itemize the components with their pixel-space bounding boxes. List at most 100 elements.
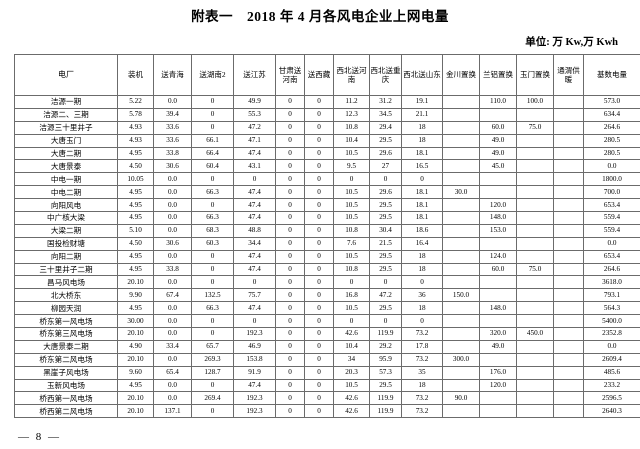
data-cell: 29.5 xyxy=(370,212,402,225)
data-cell xyxy=(554,96,584,109)
data-cell: 280.5 xyxy=(584,147,640,160)
data-cell: 559.4 xyxy=(584,224,640,237)
data-cell xyxy=(517,366,554,379)
data-cell xyxy=(443,134,480,147)
data-cell xyxy=(554,121,584,134)
data-cell: 10.8 xyxy=(334,263,370,276)
data-cell: 0 xyxy=(305,250,334,263)
data-cell: 0 xyxy=(334,315,370,328)
data-cell xyxy=(517,405,554,418)
data-cell: 29.6 xyxy=(370,186,402,199)
data-cell: 0 xyxy=(276,96,305,109)
data-cell xyxy=(554,147,584,160)
page-number: — 8 — xyxy=(18,431,61,443)
data-cell: 46.9 xyxy=(234,340,276,353)
data-cell xyxy=(517,353,554,366)
data-cell: 148.0 xyxy=(480,302,517,315)
data-cell xyxy=(517,237,554,250)
data-cell: 4.95 xyxy=(118,250,154,263)
data-cell xyxy=(517,392,554,405)
data-cell: 0 xyxy=(276,199,305,212)
data-cell: 47.4 xyxy=(234,186,276,199)
data-cell: 320.0 xyxy=(480,328,517,341)
data-cell xyxy=(517,186,554,199)
data-cell: 0.0 xyxy=(584,340,640,353)
data-cell: 34.5 xyxy=(370,108,402,121)
data-cell: 30.6 xyxy=(154,237,192,250)
data-cell: 45.0 xyxy=(480,160,517,173)
plant-name-cell: 柳园天润 xyxy=(15,302,118,315)
data-cell xyxy=(443,405,480,418)
data-cell: 132.5 xyxy=(192,289,234,302)
data-cell: 0 xyxy=(192,405,234,418)
data-cell: 0.0 xyxy=(154,186,192,199)
data-cell: 0 xyxy=(305,186,334,199)
data-cell: 42.6 xyxy=(334,405,370,418)
data-cell: 0 xyxy=(276,108,305,121)
data-cell: 0 xyxy=(276,263,305,276)
data-cell: 29.5 xyxy=(370,134,402,147)
data-cell xyxy=(443,315,480,328)
data-cell: 47.4 xyxy=(234,212,276,225)
data-cell: 0 xyxy=(276,224,305,237)
data-cell: 43.1 xyxy=(234,160,276,173)
data-cell: 29.2 xyxy=(370,340,402,353)
data-cell: 67.4 xyxy=(154,289,192,302)
data-cell: 20.10 xyxy=(118,328,154,341)
data-cell xyxy=(554,276,584,289)
data-cell: 35 xyxy=(402,366,443,379)
data-cell: 0 xyxy=(276,289,305,302)
data-cell: 18.1 xyxy=(402,147,443,160)
data-cell: 559.4 xyxy=(584,212,640,225)
data-cell: 90.0 xyxy=(443,392,480,405)
data-cell: 192.3 xyxy=(234,328,276,341)
data-cell: 148.0 xyxy=(480,212,517,225)
data-cell: 0 xyxy=(276,212,305,225)
data-cell: 9.60 xyxy=(118,366,154,379)
data-cell: 0 xyxy=(192,315,234,328)
data-cell: 5.10 xyxy=(118,224,154,237)
data-cell xyxy=(480,237,517,250)
column-header-northwest-to-shandong: 西北送山东 xyxy=(402,55,443,96)
data-cell xyxy=(554,263,584,276)
data-cell: 33.8 xyxy=(154,263,192,276)
data-cell xyxy=(480,405,517,418)
data-cell: 20.10 xyxy=(118,392,154,405)
data-cell: 29.4 xyxy=(370,121,402,134)
data-cell xyxy=(480,186,517,199)
data-cell xyxy=(517,173,554,186)
table-row: 洁源二、三期5.7839.4055.30012.334.521.1634.479… xyxy=(15,108,640,121)
plant-name-cell: 洁源三十里井子 xyxy=(15,121,118,134)
data-cell: 73.2 xyxy=(402,328,443,341)
data-cell: 269.3 xyxy=(192,353,234,366)
data-cell: 0 xyxy=(305,121,334,134)
data-cell: 0.0 xyxy=(154,392,192,405)
plant-name-cell: 大梁二期 xyxy=(15,224,118,237)
data-cell: 36 xyxy=(402,289,443,302)
plant-name-cell: 洁源二、三期 xyxy=(15,108,118,121)
data-cell: 0 xyxy=(305,212,334,225)
data-cell xyxy=(443,224,480,237)
data-cell: 0 xyxy=(276,328,305,341)
data-cell: 73.2 xyxy=(402,353,443,366)
data-cell: 18 xyxy=(402,121,443,134)
plant-name-cell: 桥东第一风电场 xyxy=(15,315,118,328)
data-cell xyxy=(517,160,554,173)
data-cell: 4.95 xyxy=(118,186,154,199)
data-cell: 0 xyxy=(305,353,334,366)
table-row: 国投检财塘4.5030.660.334.4007.621.516.40.0170… xyxy=(15,237,640,250)
data-cell: 4.95 xyxy=(118,199,154,212)
data-cell: 33.8 xyxy=(154,147,192,160)
data-cell xyxy=(480,108,517,121)
data-cell: 0 xyxy=(234,315,276,328)
data-cell: 0 xyxy=(305,392,334,405)
data-cell: 75.7 xyxy=(234,289,276,302)
data-cell: 269.4 xyxy=(192,392,234,405)
data-cell: 0 xyxy=(305,96,334,109)
data-cell: 119.9 xyxy=(370,392,402,405)
